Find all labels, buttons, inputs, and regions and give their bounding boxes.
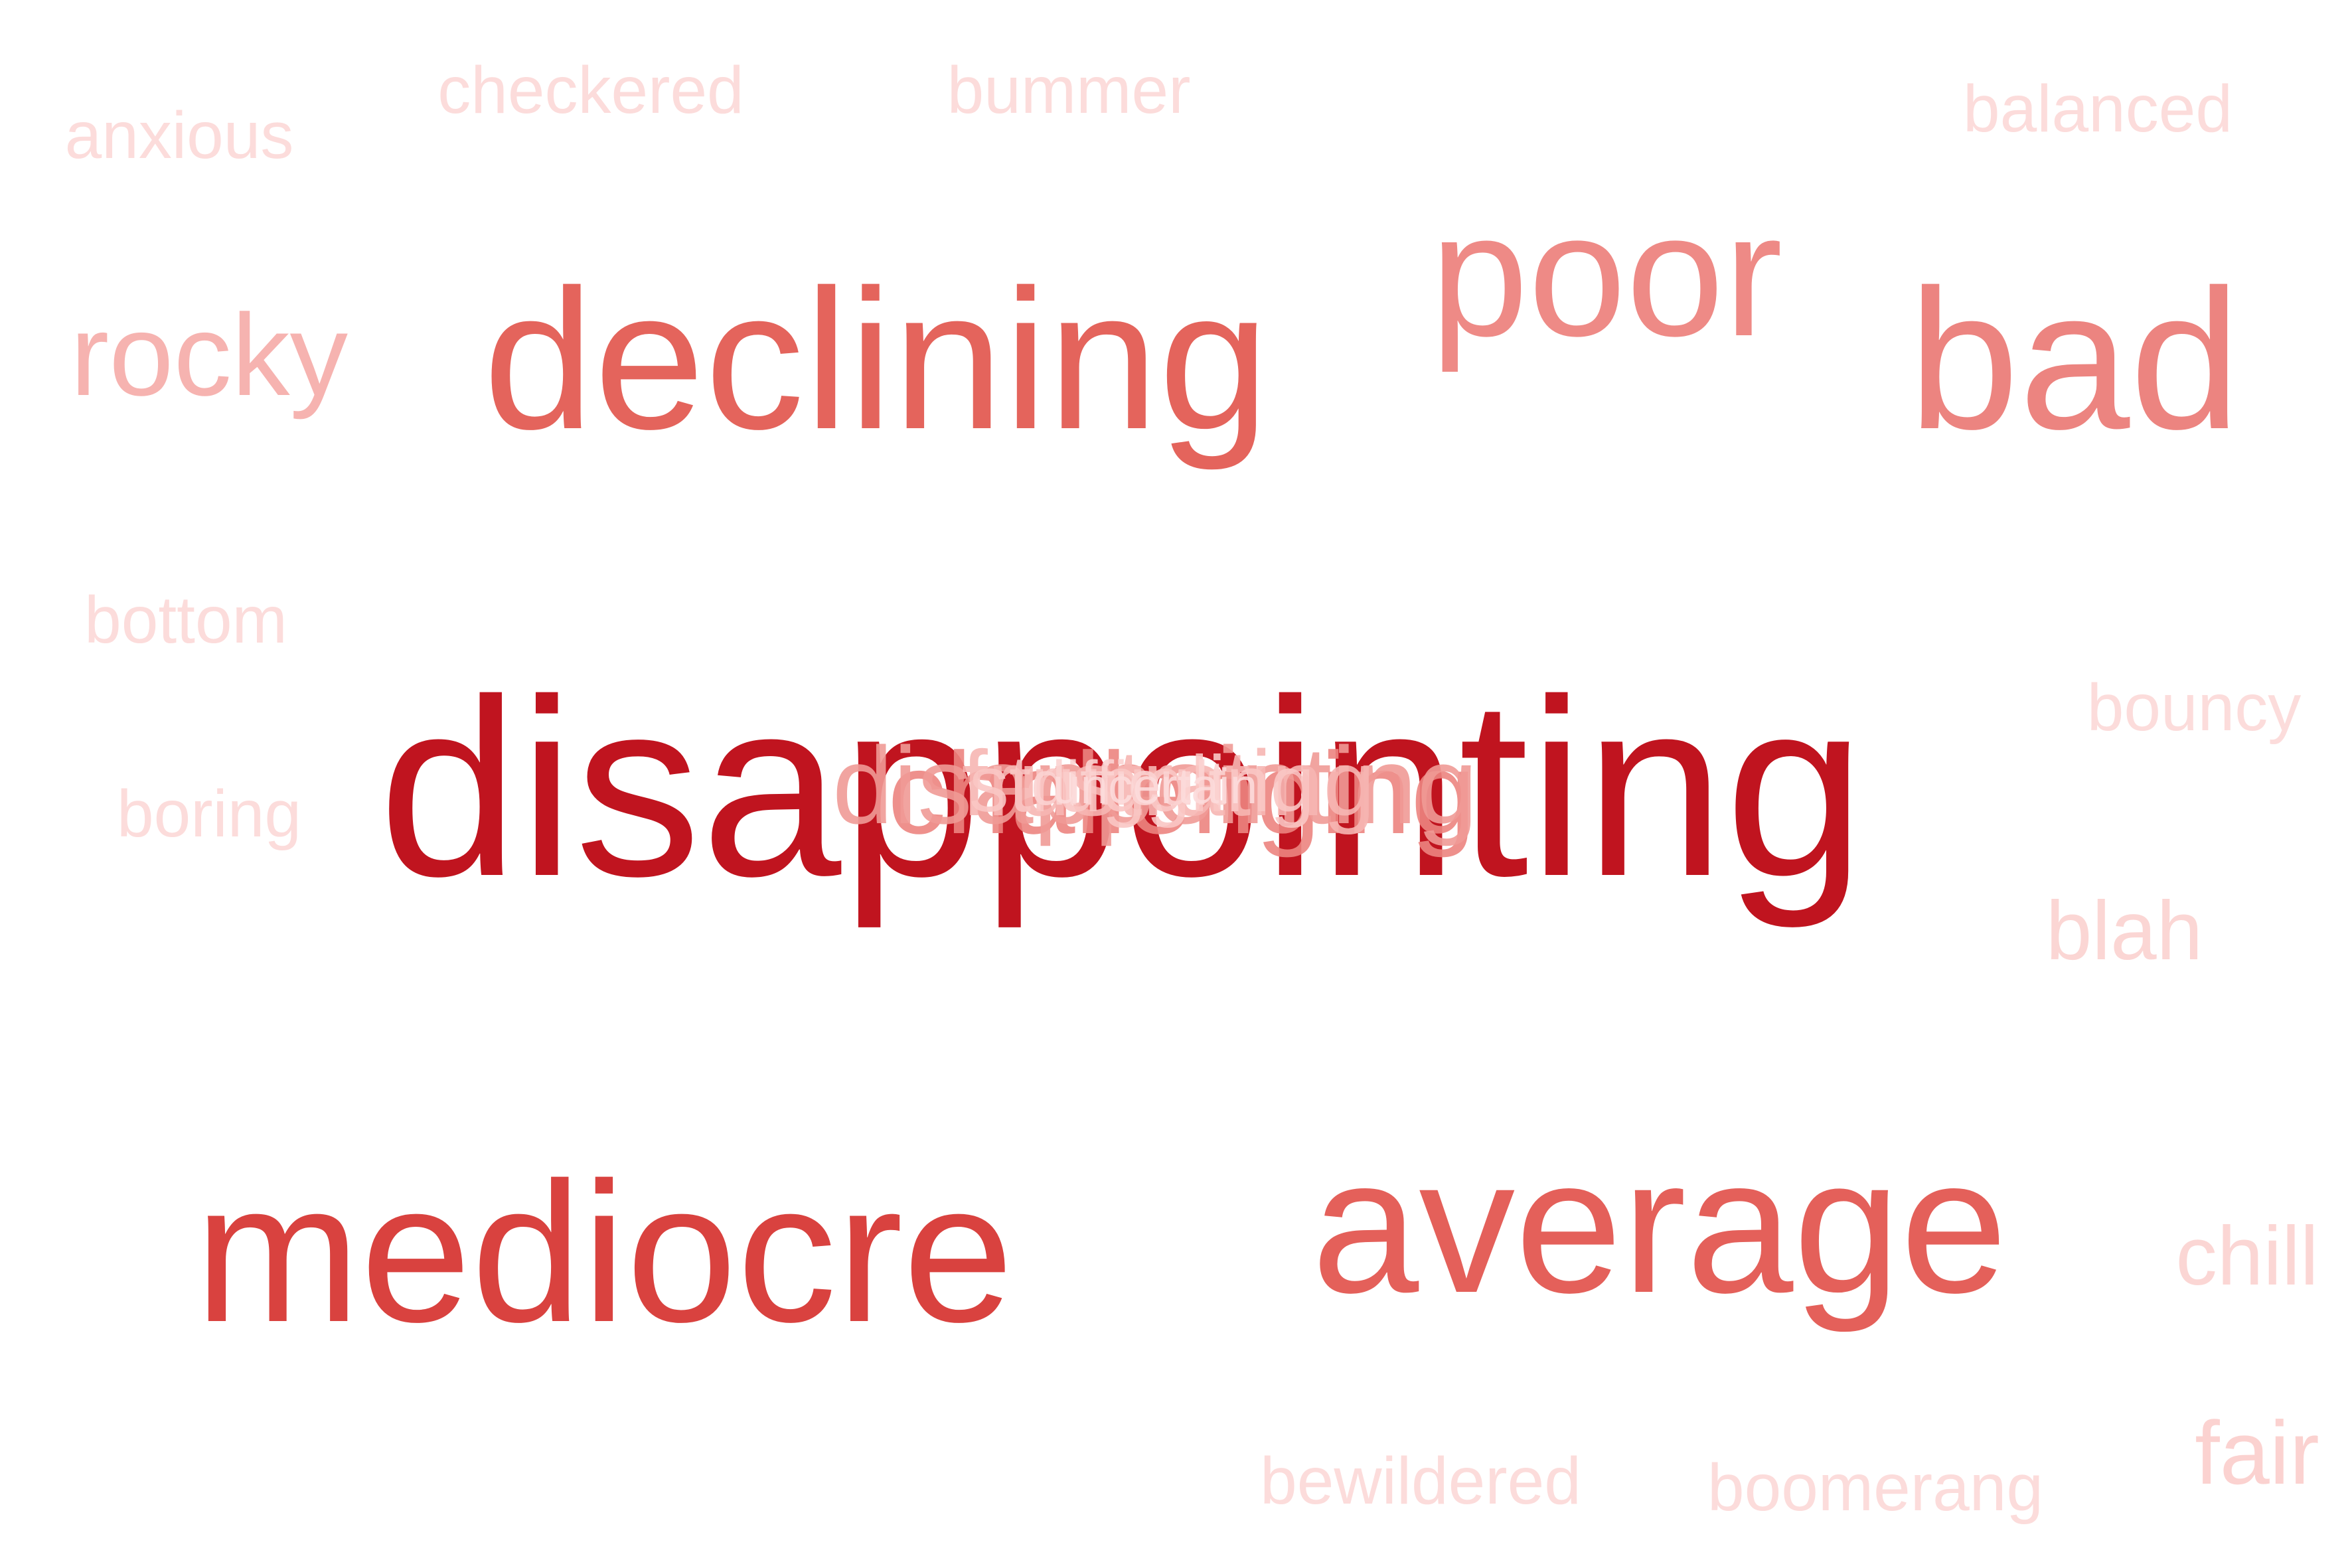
word-declining: declining	[483, 248, 1269, 472]
word-boomerang: boomerang	[1707, 1450, 2043, 1525]
overlap-word-difficult: difficult	[1031, 748, 1226, 819]
word-anxious: anxious	[65, 98, 294, 173]
word-balanced: balanced	[1963, 72, 2233, 146]
word-cloud-words: disappointing mediocre average declining bad…	[65, 53, 2319, 1525]
word-bad: bad	[1909, 248, 2241, 471]
overlap-word-frustrating: frustrating	[962, 731, 1375, 835]
word-mediocre: mediocre	[195, 1140, 1014, 1364]
word-chill: chill	[2175, 1210, 2318, 1302]
word-checkered: checkered	[437, 53, 744, 127]
overlap-word-challenging: challenging	[888, 729, 1475, 858]
word-bouncy: bouncy	[2087, 670, 2301, 745]
word-bummer: bummer	[947, 53, 1191, 127]
word-fair: fair	[2195, 1403, 2319, 1503]
overlap-word-struggling: struggling	[969, 740, 1314, 828]
word-blah: blah	[2046, 885, 2203, 977]
overlap-word-disappointing: disappointing	[832, 724, 1478, 846]
word-average: average	[1312, 1118, 2007, 1334]
word-bewildered: bewildered	[1260, 1444, 1581, 1518]
word-disappointing: disappointing	[378, 647, 1865, 930]
word-poor: poor	[1431, 177, 1782, 374]
word-boring: boring	[117, 777, 301, 851]
overlap-word-uncertain: uncertain	[1053, 758, 1258, 814]
word-bottom: bottom	[84, 583, 287, 657]
word-rocky: rocky	[70, 291, 349, 420]
overlapped-word-cluster: challengingdisappointingfrustratingstrug…	[832, 724, 1478, 858]
